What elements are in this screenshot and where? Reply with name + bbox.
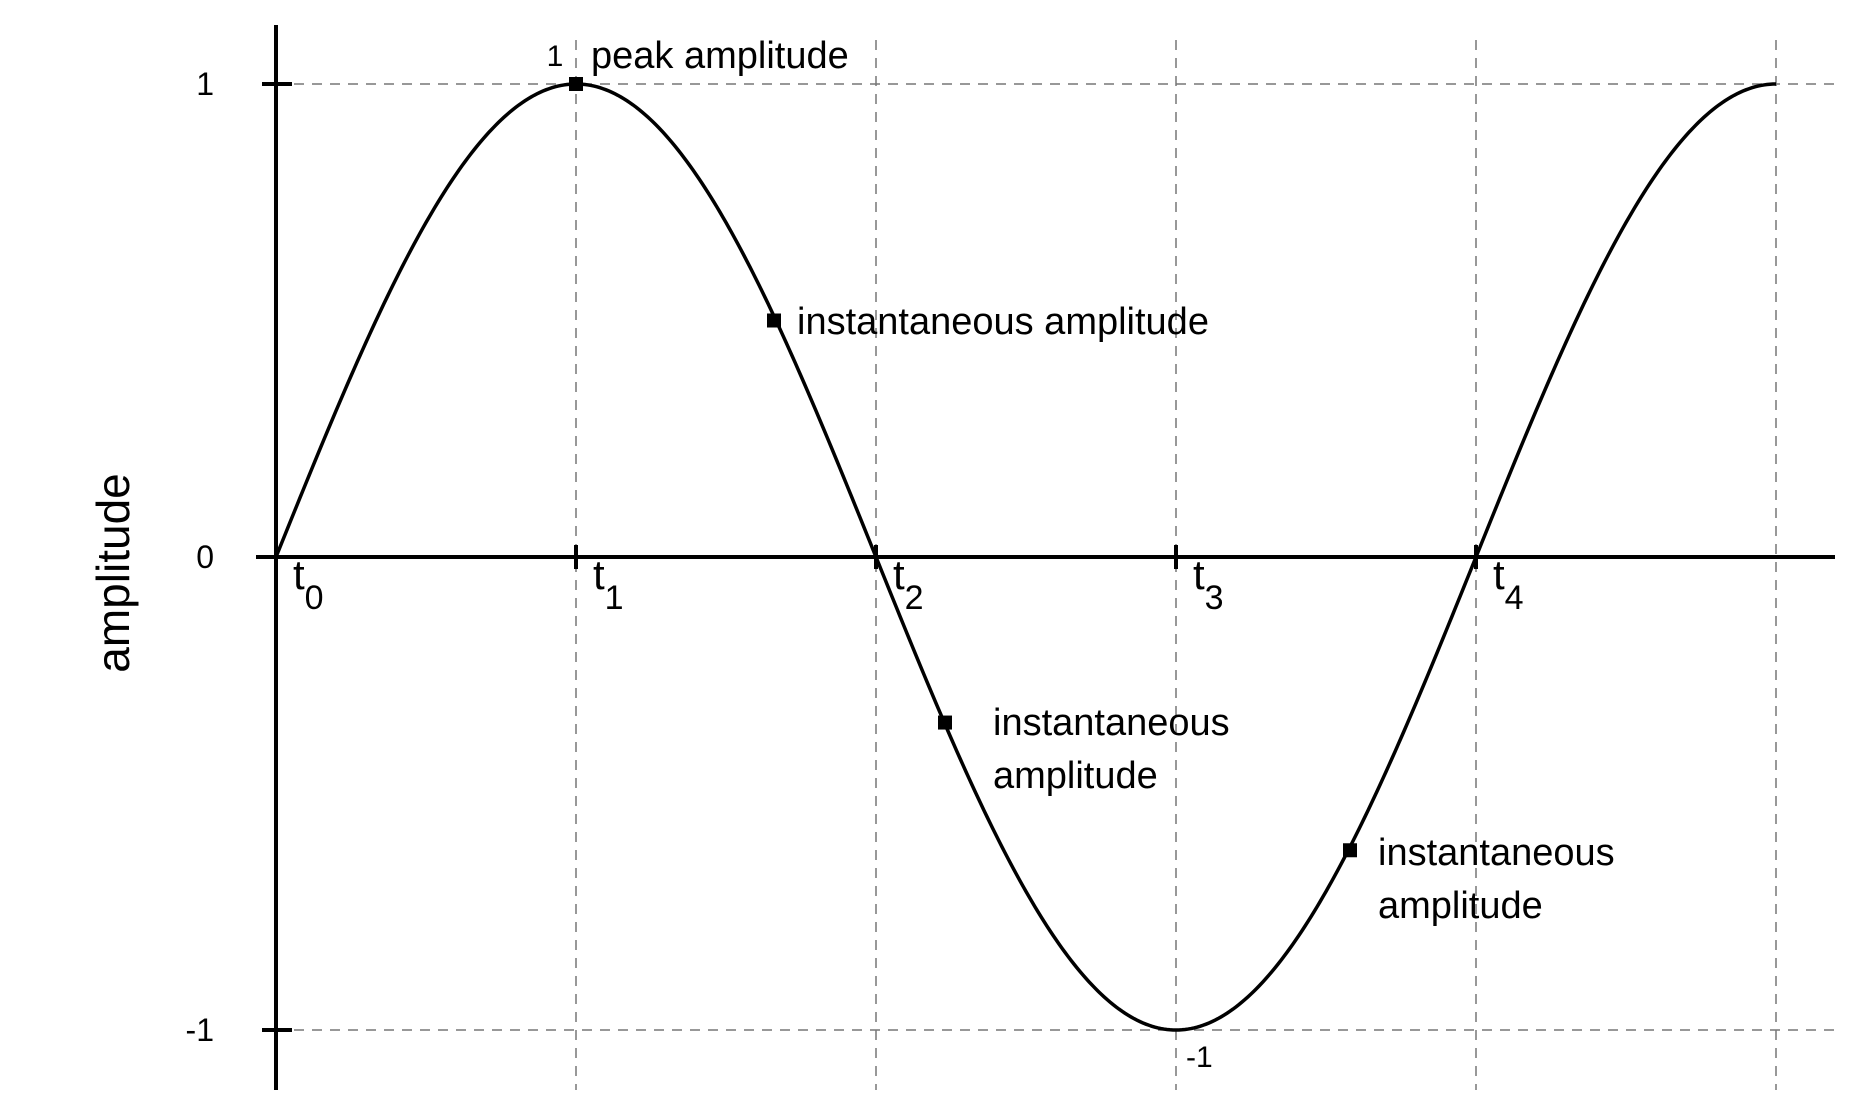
y-tick-label: -1 xyxy=(186,1012,214,1048)
x-tick-label: t4 xyxy=(1493,551,1524,617)
instantaneous-amplitude-label-1: instantaneous amplitude xyxy=(797,301,1209,343)
x-tick-label: t3 xyxy=(1193,551,1224,617)
axes xyxy=(256,25,1835,1090)
peak-value-label: 1 xyxy=(547,40,564,73)
peak-amplitude-label: peak amplitude xyxy=(591,35,849,77)
instantaneous-amplitude-label-3b: amplitude xyxy=(1378,885,1543,927)
grid-lines xyxy=(276,40,1835,1090)
instantaneous-amplitude-label-2a: instantaneous xyxy=(993,702,1230,744)
y-tick-label: 1 xyxy=(196,66,214,102)
sine-curve xyxy=(274,82,1777,1032)
x-tick-label: t0 xyxy=(293,551,324,617)
amplitude-marker xyxy=(767,313,781,328)
amplitude-marker xyxy=(569,77,583,91)
y-tick-label: 0 xyxy=(196,539,214,575)
amplitude-marker xyxy=(1343,843,1357,858)
tick-labels: 1 0 -1 t0 t1 t2 t3 t4 xyxy=(186,66,1524,1048)
amplitude-marker xyxy=(938,715,952,730)
x-tick-label: t2 xyxy=(893,551,924,617)
markers xyxy=(569,77,1357,858)
x-tick-label: t1 xyxy=(593,551,624,617)
curve-layer xyxy=(274,82,1777,1032)
instantaneous-amplitude-label-3a: instantaneous xyxy=(1378,832,1615,874)
y-axis-label: amplitude xyxy=(87,473,139,672)
trough-value-label: -1 xyxy=(1186,1041,1213,1074)
instantaneous-amplitude-label-2b: amplitude xyxy=(993,755,1158,797)
